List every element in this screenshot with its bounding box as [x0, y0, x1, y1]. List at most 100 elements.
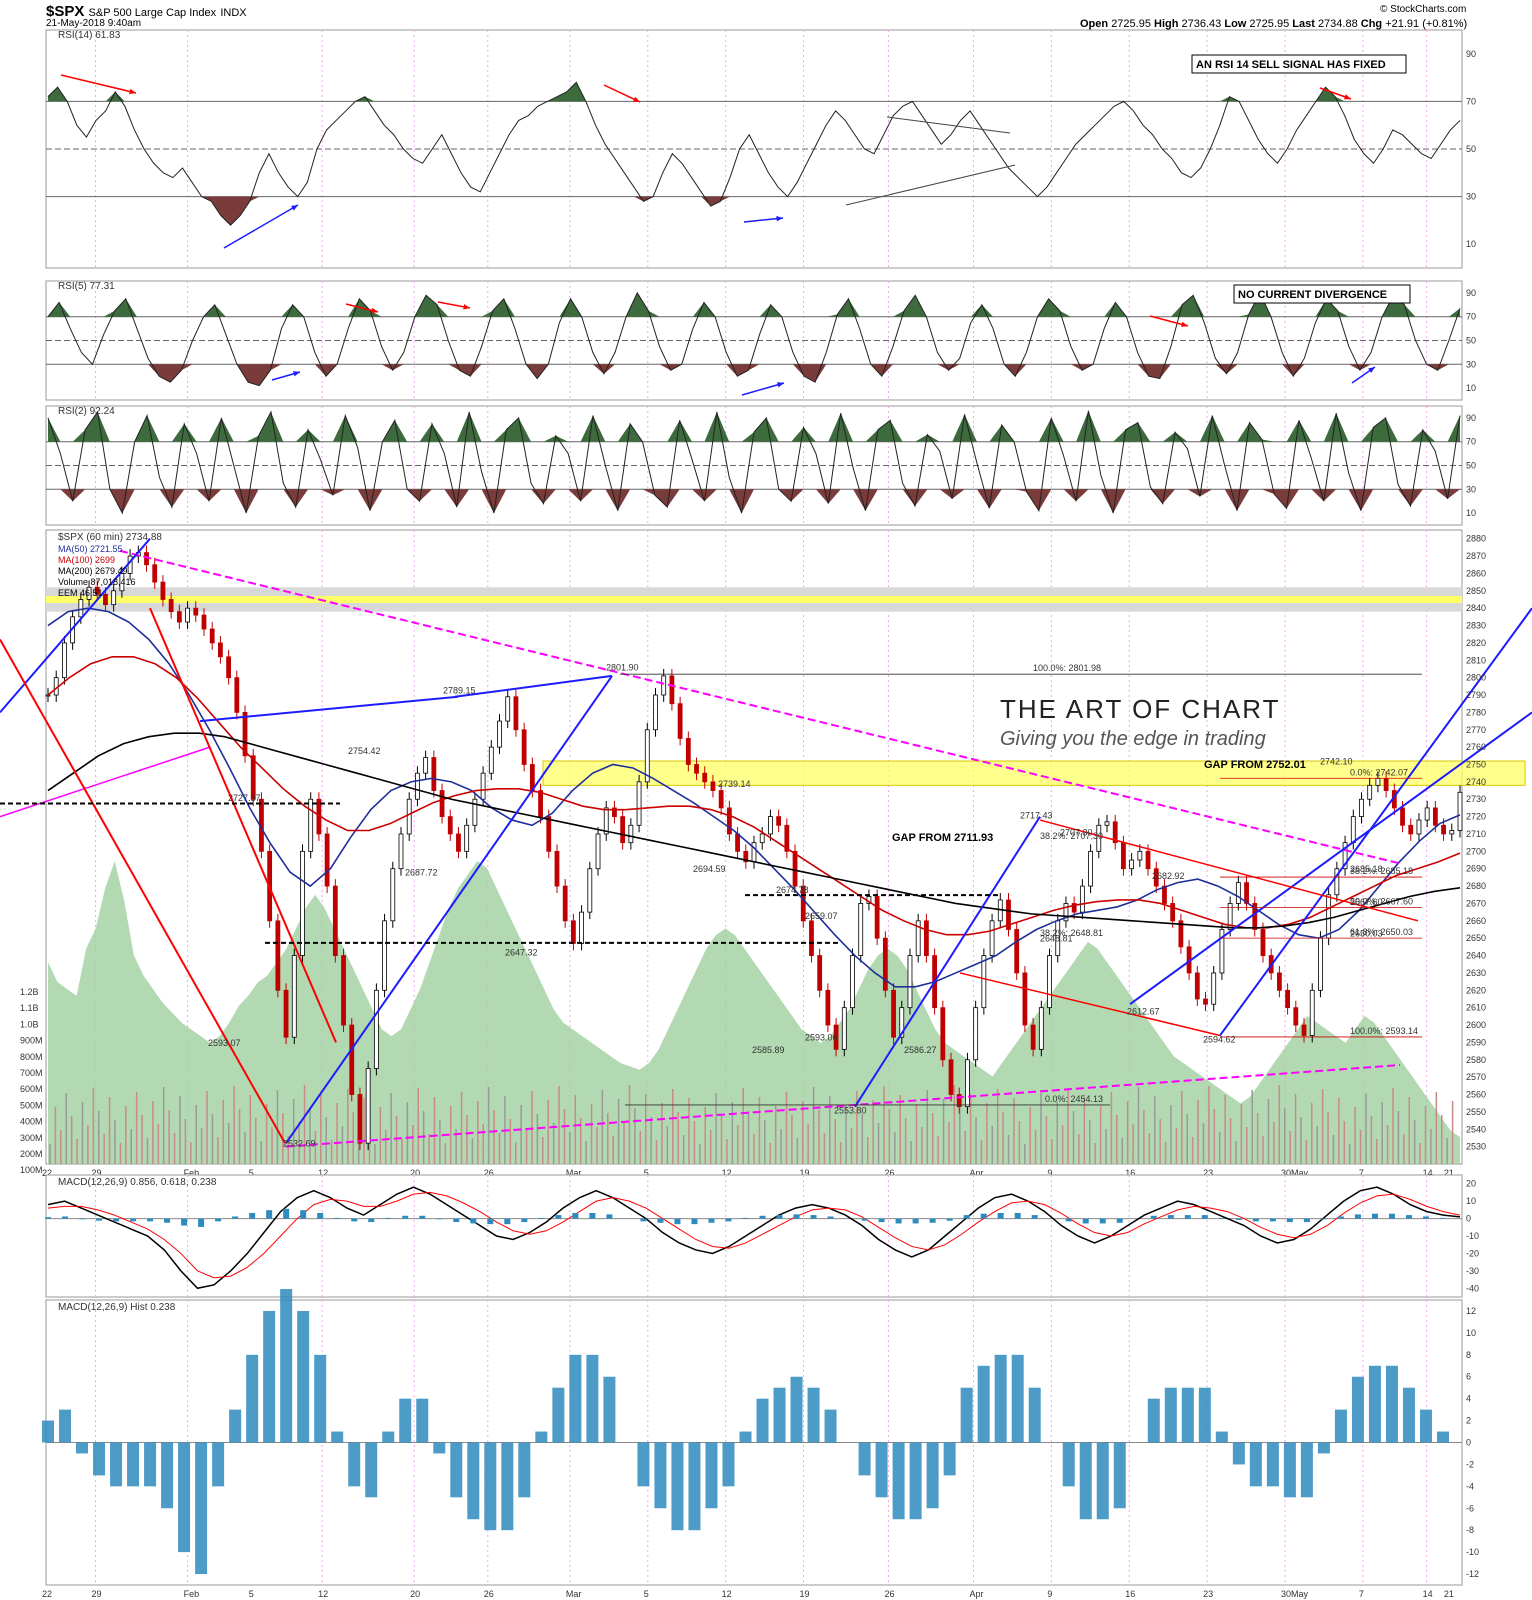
last-label: Last — [1292, 18, 1315, 30]
macd-hist-xtick: 19 — [800, 1589, 810, 1599]
price-xtick: 5 — [644, 1168, 649, 1178]
price-annotation: 2742.10 — [1320, 756, 1353, 766]
macd-hist-bar — [1300, 1442, 1313, 1498]
price-candle — [1030, 1024, 1036, 1050]
price-candle — [792, 850, 798, 887]
macd-mini-hist — [1388, 1213, 1395, 1219]
price-annotation: 2674.78 — [776, 885, 809, 895]
price-ytick: 2690 — [1466, 864, 1486, 874]
price-candle — [439, 790, 445, 818]
blue-top — [199, 695, 459, 723]
price-annotation: 2648.81 — [1040, 934, 1073, 944]
price-candle — [1088, 850, 1093, 887]
volume-ytick: 100M — [20, 1165, 43, 1175]
price-candle — [1359, 798, 1364, 818]
macd-hist-bar — [59, 1409, 72, 1443]
macd-mini-hist — [504, 1218, 511, 1225]
rsi14-div-arrow — [603, 84, 641, 103]
macd-mini-hist — [1371, 1213, 1378, 1219]
macd-mini-hist — [1252, 1218, 1259, 1222]
price-candle — [1194, 972, 1200, 1000]
macd-hist-bar — [433, 1442, 446, 1454]
macd-hist-ytick: 2 — [1466, 1416, 1471, 1426]
price-candle — [1326, 894, 1332, 939]
price-xtick: 21 — [1444, 1168, 1454, 1178]
price-candle — [176, 611, 182, 623]
macd-mini-hist — [708, 1218, 715, 1223]
macd-hist-bar — [42, 1420, 54, 1443]
macd-hist-xtick: 23 — [1203, 1589, 1213, 1599]
price-candle — [1022, 972, 1028, 1026]
price-candle — [324, 833, 330, 887]
macd-mini-hist — [1184, 1215, 1191, 1219]
red-down-trend2 — [1039, 819, 1419, 922]
rsi5-title: RSI(5) 77.31 — [58, 281, 115, 292]
macd-mini-hist — [1167, 1215, 1174, 1219]
rsi2-ytick: 10 — [1466, 508, 1476, 518]
macd-mini-hist — [419, 1215, 426, 1219]
macd-ytick: -40 — [1466, 1283, 1479, 1293]
macd-signal-line — [47, 1191, 1461, 1279]
price-xtick: Apr — [969, 1168, 983, 1178]
price-candle — [661, 675, 667, 696]
rsi2-ytick: 90 — [1466, 413, 1476, 423]
price-legend-item: MA(100) 2699 — [58, 555, 115, 565]
price-candle — [874, 896, 880, 939]
price-candle — [217, 642, 223, 658]
macd-hist-bar — [1198, 1387, 1211, 1443]
macd-mini-hist — [249, 1212, 256, 1219]
price-annotation: 2754.42 — [348, 746, 381, 756]
price-candle — [1375, 777, 1381, 786]
price-candle — [152, 564, 158, 583]
macd-hist-ytick: -8 — [1466, 1525, 1474, 1535]
price-candle — [989, 920, 995, 956]
price-candle — [784, 824, 790, 852]
rsi14-wedge-line — [845, 164, 1016, 206]
rsi14-div-arrow — [223, 204, 299, 249]
macd-hist-bar — [1283, 1442, 1296, 1498]
price-xtick: 12 — [722, 1168, 732, 1178]
macd-hist-bar — [1096, 1442, 1109, 1520]
price-ytick: 2560 — [1466, 1090, 1486, 1100]
price-xtick: 22 — [42, 1168, 52, 1178]
price-annotation: 2789.15 — [443, 685, 476, 695]
macd-hist-xtick: 12 — [722, 1589, 732, 1599]
price-candle — [447, 816, 453, 835]
macd-mini-hist — [725, 1218, 732, 1222]
chg-label: Chg — [1360, 18, 1383, 30]
macd-mini-hist — [1235, 1218, 1242, 1220]
price-candle — [1367, 784, 1373, 800]
price-annotation: 2586.27 — [904, 1045, 937, 1055]
last-value: 2734.88 — [1317, 18, 1358, 30]
fib-label: 100.0%: 2801.98 — [1033, 663, 1101, 673]
price-annotation: 2650.03 — [1350, 928, 1383, 938]
rsi14-title: RSI(14) 61.83 — [58, 30, 121, 41]
macd-hist-bar — [501, 1442, 514, 1531]
macd-hist-bar — [1385, 1365, 1398, 1443]
price-candle — [226, 656, 232, 679]
macd-hist-ytick: 10 — [1466, 1328, 1476, 1338]
macd-hist-bar — [1232, 1442, 1245, 1465]
macd-mini-hist — [1422, 1216, 1429, 1219]
macd-hist-xtick: Apr — [969, 1589, 983, 1599]
price-annotation: 2593.06 — [805, 1033, 838, 1043]
macd-hist-bar — [858, 1442, 871, 1476]
price-ytick: 2820 — [1466, 638, 1486, 648]
macd-hist-bar — [892, 1442, 905, 1520]
price-candle — [209, 628, 215, 644]
macd-hist-bar — [195, 1442, 208, 1575]
price-candle — [628, 824, 634, 844]
rsi14-div-arrow-head — [633, 96, 640, 102]
price-candle — [899, 1007, 905, 1038]
magenta-trendline — [119, 549, 1401, 865]
price-candle — [488, 746, 494, 774]
macd-mini-hist — [487, 1218, 494, 1225]
macd-ytick: 20 — [1466, 1179, 1476, 1189]
price-candle — [234, 677, 240, 713]
rsi2-ytick: 30 — [1466, 484, 1476, 494]
price-candle — [1424, 807, 1430, 821]
macd-mini-hist — [453, 1218, 460, 1223]
fib-label: 38.2%: 2648.81 — [1040, 928, 1103, 938]
macd-hist-ytick: -4 — [1466, 1481, 1474, 1491]
